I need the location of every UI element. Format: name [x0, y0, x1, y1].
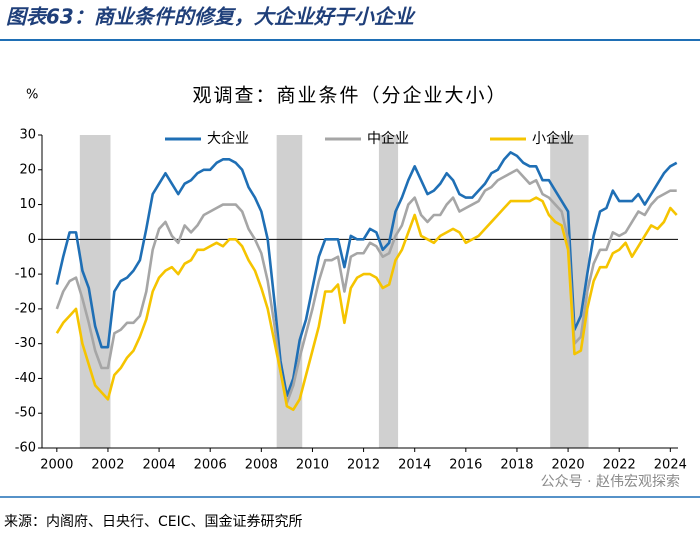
x-tick-label: 2012 [347, 458, 380, 473]
series-line [55, 196, 678, 412]
x-tick-label: 2018 [500, 458, 533, 473]
legend-label: 中企业 [367, 130, 409, 147]
y-tick-label: 0 [28, 232, 36, 247]
y-unit: % [26, 88, 38, 103]
y-tick-label: -10 [15, 267, 36, 282]
x-tick-label: 2010 [296, 458, 329, 473]
y-tick-label: -30 [15, 336, 36, 351]
y-tick-label: -20 [15, 301, 36, 316]
y-tick-label: 30 [19, 128, 36, 143]
y-tick-label: 20 [19, 162, 36, 177]
y-tick-label: -60 [15, 441, 36, 456]
shaded-band [79, 135, 111, 448]
x-tick-label: 2002 [91, 458, 124, 473]
legend-label: 大企业 [207, 130, 249, 147]
x-tick-label: 2014 [398, 458, 431, 473]
x-tick-label: 2008 [245, 458, 278, 473]
y-tick-label: -40 [15, 371, 36, 386]
legend-label: 小企业 [532, 130, 574, 147]
y-tick-label: -50 [15, 406, 36, 421]
x-tick-label: 2020 [552, 458, 585, 473]
page-title: 图表63：商业条件的修复，大企业好于小企业 [6, 5, 416, 29]
shaded-band [378, 135, 399, 448]
chart-title: 观调查：商业条件（分企业大小） [192, 85, 507, 107]
watermark: 公众号 · 赵伟宏观探索 [541, 473, 680, 490]
x-tick-label: 2000 [40, 458, 73, 473]
x-tick-label: 2022 [603, 458, 636, 473]
x-tick-label: 2016 [449, 458, 482, 473]
x-tick-label: 2004 [143, 458, 176, 473]
source: 来源：内阁府、日央行、CEIC、国金证券研究所 [4, 514, 303, 530]
y-tick-label: 10 [19, 197, 36, 212]
x-tick-label: 2006 [194, 458, 227, 473]
x-tick-label: 2024 [654, 458, 687, 473]
